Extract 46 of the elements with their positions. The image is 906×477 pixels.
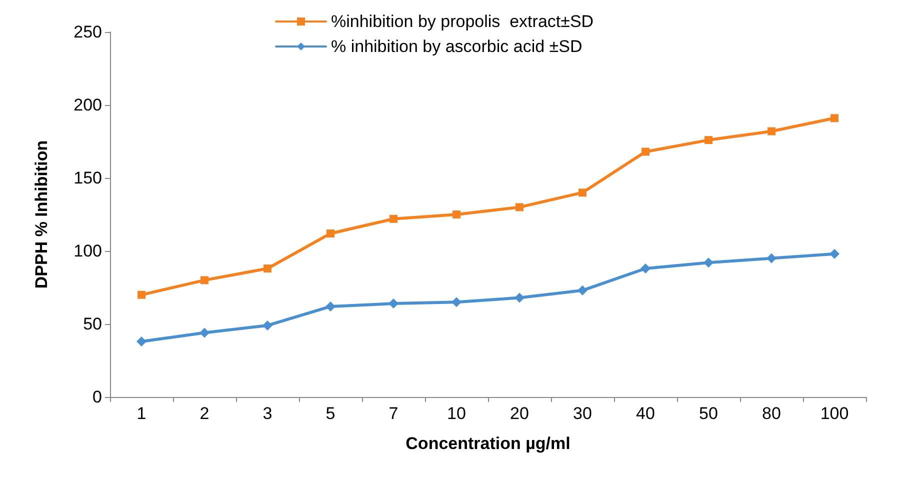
x-tick-label: 20 — [510, 404, 529, 423]
point — [136, 336, 146, 347]
x-tick-label: 30 — [573, 404, 592, 423]
point — [262, 320, 272, 330]
x-tick-label: 7 — [388, 404, 398, 423]
point — [452, 210, 460, 218]
point — [452, 297, 462, 308]
point — [830, 248, 840, 259]
point — [766, 253, 776, 264]
y-axis-title: DPPH % Inhibition — [32, 140, 51, 289]
y-tick-label: 250 — [74, 22, 102, 42]
x-tick-label: 100 — [820, 404, 849, 423]
point — [388, 298, 398, 309]
point — [578, 285, 588, 296]
legend-label: % inhibition by ascorbic acid ±SD — [331, 37, 582, 56]
point — [138, 290, 146, 299]
point — [578, 188, 586, 197]
point — [200, 328, 210, 338]
legend-label: %inhibition by propolis extract±SD — [331, 12, 594, 31]
point — [326, 301, 336, 312]
point — [516, 203, 524, 212]
y-tick-label: 50 — [83, 314, 102, 334]
x-tick-label: 40 — [636, 404, 655, 423]
x-axis-title: Concentration µg/ml — [406, 434, 570, 453]
point — [326, 229, 334, 238]
point — [390, 214, 398, 223]
point — [264, 264, 272, 273]
point — [704, 136, 712, 144]
x-tick-label: 2 — [200, 404, 210, 423]
point — [704, 258, 714, 268]
x-tick-label: 3 — [262, 404, 272, 423]
point — [768, 127, 776, 136]
point — [640, 264, 650, 274]
x-tick-label: 10 — [447, 404, 466, 423]
point — [514, 292, 524, 303]
point — [642, 148, 650, 156]
point — [830, 114, 838, 122]
y-tick-label: 100 — [74, 242, 102, 260]
y-tick-label: 0 — [92, 388, 102, 406]
point — [200, 276, 208, 284]
y-tick-label: 200 — [74, 96, 102, 114]
y-tick-label: 150 — [74, 168, 102, 188]
x-tick-label: 50 — [699, 404, 718, 423]
x-tick-label: 1 — [136, 404, 146, 423]
x-tick-label: 80 — [762, 404, 781, 423]
x-tick-label: 5 — [326, 404, 336, 423]
